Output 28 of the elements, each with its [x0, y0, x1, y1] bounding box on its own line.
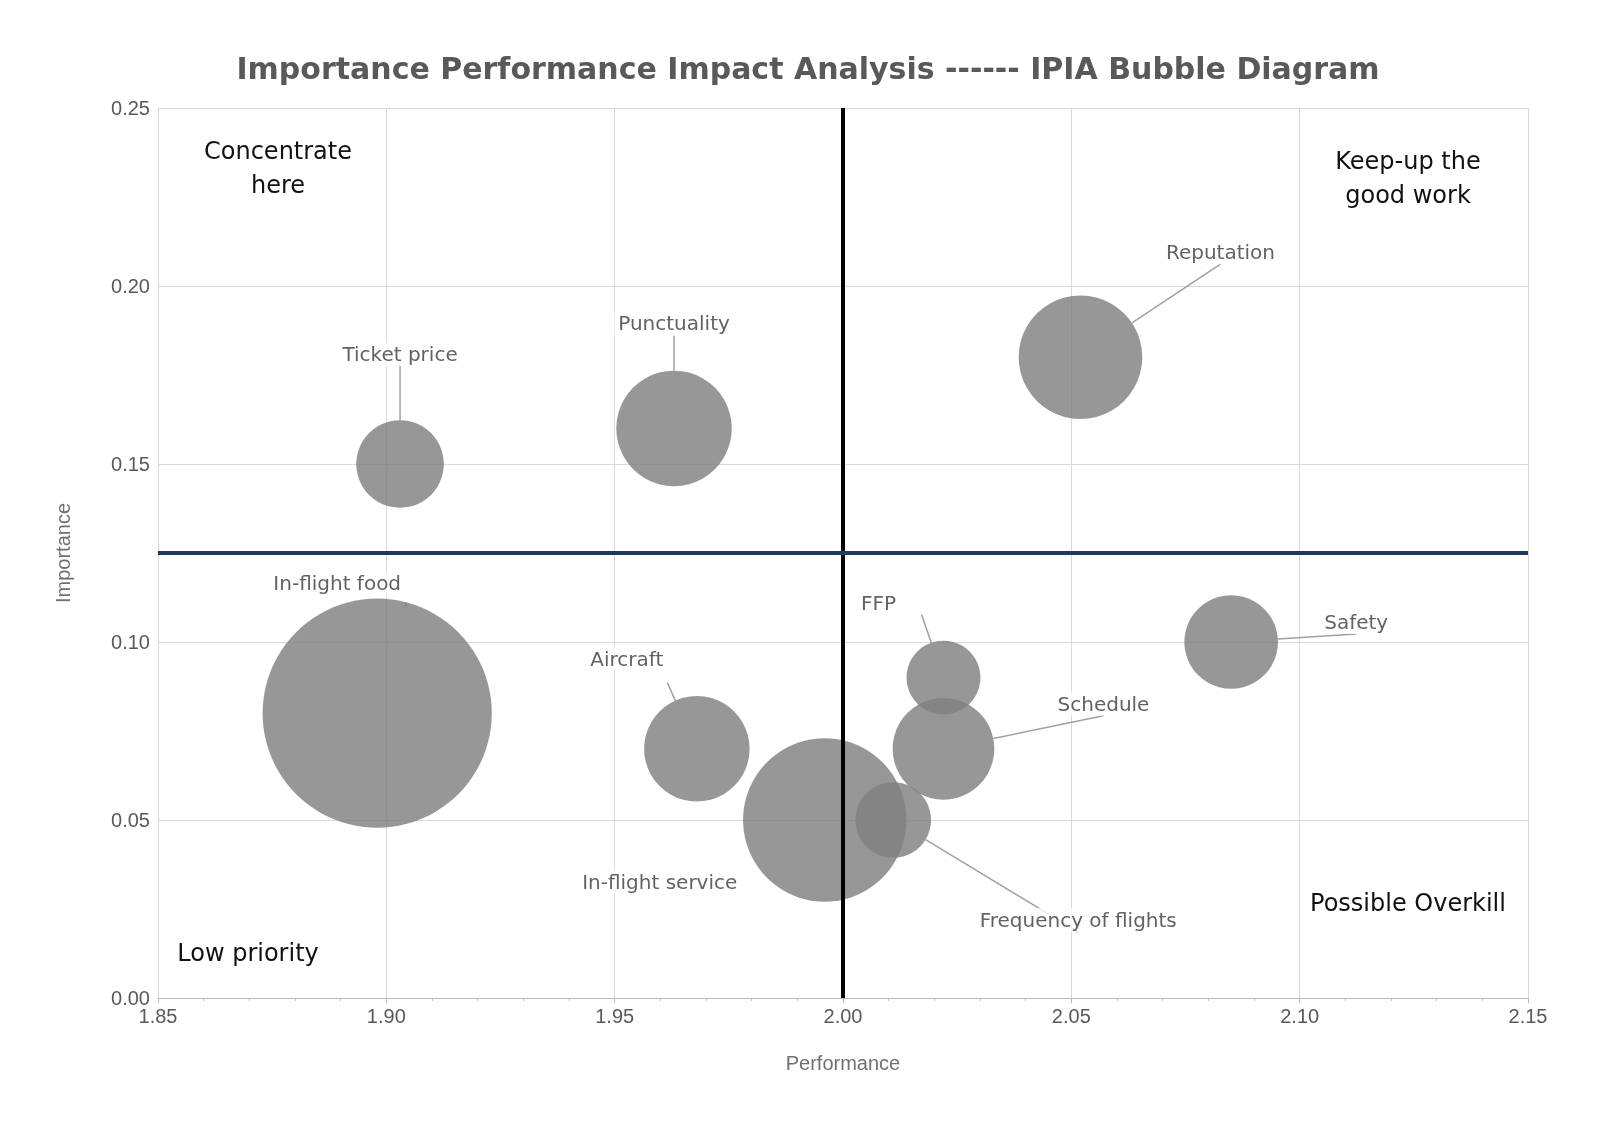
annotation: Concentrate here [204, 137, 352, 199]
y-tick-label: 0.10 [111, 631, 150, 653]
text: FFP [860, 590, 897, 615]
text: Punctuality [618, 311, 731, 336]
text: Ticket price [341, 342, 458, 366]
text: Schedule [1057, 691, 1150, 716]
x-tick-label: 1.95 [595, 1005, 635, 1027]
y-tick-label: 0.15 [111, 453, 150, 475]
chart-title: Importance Performance Impact Analysis ------ IPIA Bubble Diagram [236, 50, 1380, 86]
y-tick-label: 0.25 [111, 97, 150, 119]
x-tick-label: 2.10 [1280, 1005, 1320, 1027]
x-tick-label: 1.90 [366, 1005, 406, 1027]
text: Reputation [1165, 240, 1276, 265]
x-tick-label: 2.05 [1051, 1005, 1091, 1027]
x-axis-title: Performance [785, 1052, 901, 1074]
annotation: Keep-up the good work [1335, 147, 1481, 209]
y-tick-label: 0.20 [111, 275, 150, 297]
series-label: In-flight food [273, 571, 402, 596]
annotation: Low priority [177, 939, 319, 967]
series-label: In-flight service [582, 870, 738, 894]
text: Safety [1324, 610, 1389, 634]
text: Frequency of flights [979, 908, 1177, 932]
annotation: Possible Overkill [1310, 889, 1506, 917]
x-tick-label: 2.00 [823, 1005, 863, 1027]
x-tick-label: 2.15 [1508, 1005, 1548, 1027]
series-label: Aircraft [590, 646, 664, 671]
y-tick-label: 0.05 [111, 809, 150, 831]
y-axis-title: Importance [52, 502, 74, 604]
